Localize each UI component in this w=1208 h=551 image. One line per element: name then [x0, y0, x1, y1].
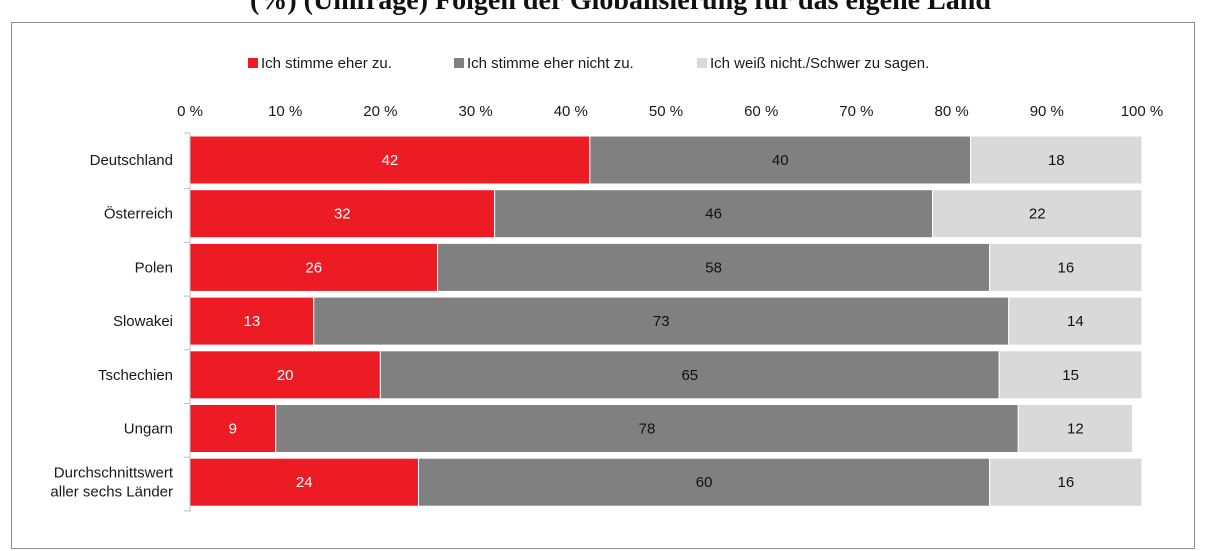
data-label: 16: [1057, 259, 1074, 276]
data-label: 78: [639, 421, 656, 438]
data-label: 58: [705, 259, 722, 276]
bar-segment: [189, 189, 496, 239]
legend-swatch-3: [697, 58, 707, 68]
bar-segment: [437, 242, 991, 292]
category-label: Österreich: [104, 205, 173, 223]
data-label: 22: [1029, 206, 1046, 223]
bar-segment: [932, 189, 1143, 239]
data-label: 65: [681, 367, 698, 384]
bar-segment: [189, 296, 315, 346]
bar-segment: [189, 350, 381, 400]
x-tick-label: 90 %: [1030, 103, 1064, 120]
data-label: 20: [277, 367, 294, 384]
title-strip: (%) (Umfrage) Folgen der Globalisierung …: [0, 0, 1208, 24]
data-label: 15: [1062, 367, 1079, 384]
data-label: 13: [244, 313, 261, 330]
data-label: 16: [1057, 474, 1074, 491]
category-label: aller sechs Länder: [50, 484, 173, 501]
data-label: 73: [653, 313, 670, 330]
bar-segment: [275, 404, 1019, 453]
x-tick-label: 50 %: [649, 103, 683, 120]
chart-title: (%) (Umfrage) Folgen der Globalisierung …: [250, 0, 991, 16]
category-label: Durchschnittswert: [54, 465, 174, 482]
bar-segment: [989, 457, 1143, 507]
x-tick-label: 40 %: [554, 103, 588, 120]
legend-label-2: Ich stimme eher nicht zu.: [467, 55, 634, 72]
data-label: 40: [772, 152, 789, 169]
data-label: 42: [382, 152, 399, 169]
x-tick-label: 70 %: [839, 103, 873, 120]
legend-swatch-1: [248, 58, 258, 68]
bar-segment: [998, 350, 1143, 400]
bar-segment: [989, 242, 1143, 292]
x-tick-label: 80 %: [934, 103, 968, 120]
data-label: 9: [229, 421, 237, 438]
x-tick-label: 60 %: [744, 103, 778, 120]
x-tick-label: 20 %: [363, 103, 397, 120]
bar-segment: [494, 189, 934, 239]
category-label: Tschechien: [98, 367, 173, 384]
bar-segment: [1017, 404, 1133, 453]
category-label: Deutschland: [90, 152, 173, 169]
x-tick-label: 10 %: [268, 103, 302, 120]
legend-swatch-2: [454, 58, 464, 68]
data-label: 32: [334, 206, 351, 223]
category-label: Slowakei: [113, 313, 173, 330]
legend: Ich stimme eher zu. Ich stimme eher nicht…: [248, 55, 929, 72]
data-label: 60: [696, 474, 713, 491]
category-label: Ungarn: [124, 421, 173, 438]
data-label: 14: [1067, 313, 1084, 330]
bar-segment: [1008, 296, 1143, 346]
data-label: 18: [1048, 152, 1065, 169]
data-label: 26: [305, 259, 322, 276]
x-axis-ticks: 0 % 10 % 20 % 30 % 40 % 50 % 60 % 70 % 80 % 90 % 1…: [177, 103, 1163, 120]
x-tick-label: 30 %: [458, 103, 492, 120]
category-label: Polen: [135, 259, 173, 276]
x-tick-label: 100 %: [1121, 103, 1164, 120]
bar-segment: [189, 135, 591, 185]
x-tick-label: 0 %: [177, 103, 203, 120]
legend-label-1: Ich stimme eher zu.: [261, 55, 392, 72]
data-label: 12: [1067, 421, 1084, 438]
category-labels: Deutschland Österreich Polen Slowakei Tschec…: [50, 132, 190, 512]
bars: 42 40 18 32 46 22 26 58 16 13 73 14 20 65 15 9 78 12 24 60 1…: [189, 135, 1143, 507]
legend-label-3: Ich weiß nicht./Schwer zu sagen.: [710, 55, 929, 72]
bar-segment: [379, 350, 1000, 400]
data-label: 46: [705, 206, 722, 223]
bar-segment: [189, 242, 439, 292]
bar-segment: [970, 135, 1143, 185]
bar-segment: [313, 296, 1010, 346]
data-label: 24: [296, 474, 313, 491]
